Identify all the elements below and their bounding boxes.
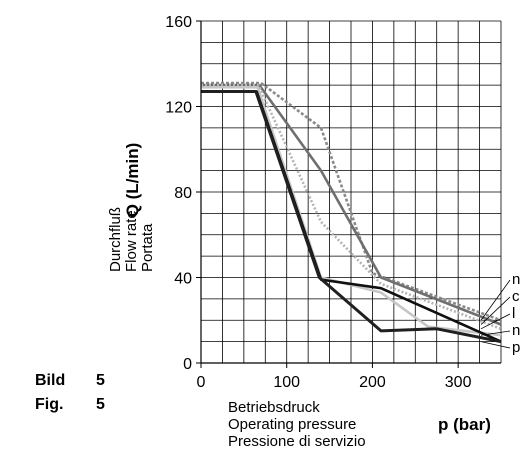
y-tick-label: 120 — [165, 100, 192, 117]
series-line — [201, 83, 502, 326]
legend-label: n — [512, 322, 520, 339]
x-tick-label: 300 — [445, 374, 472, 391]
legend-leader-line — [480, 296, 511, 325]
y-axis-title: Q (L/min) — [123, 143, 142, 218]
legend-label: p — [512, 339, 520, 356]
chart-grid — [201, 20, 502, 363]
legend-label: l — [512, 305, 515, 322]
figure-number-en: 5 — [96, 396, 105, 413]
figure-label-de: Bild — [35, 372, 65, 389]
figure-label-en: Fig. — [35, 396, 63, 413]
chart-series — [201, 81, 502, 344]
y-tick-label: 80 — [174, 185, 192, 202]
y-tick-label: 40 — [174, 271, 192, 288]
figure-label-en-word: Fig. — [35, 396, 63, 413]
x-axis-sublabel-de: Betriebsdruck — [228, 399, 320, 416]
series-line — [201, 81, 502, 322]
legend-leader-line — [480, 341, 511, 349]
y-axis-sublabel-it: Portata — [139, 223, 156, 272]
x-axis-sublabel-en: Operating pressure — [228, 416, 356, 433]
legend-label: c — [512, 288, 520, 305]
legend-label: n — [512, 271, 520, 288]
legend-leader-line — [480, 279, 511, 321]
y-axis-sublabel-de: Durchfluß — [107, 207, 124, 272]
y-axis-sublabel-en: Flow rate — [123, 210, 140, 272]
series-line — [201, 83, 502, 331]
y-tick-label: 160 — [165, 14, 192, 31]
figure-label-de-word: Bild — [35, 372, 65, 389]
x-axis-sublabel-it: Pressione di servizio — [228, 433, 366, 450]
x-tick-label: 100 — [273, 374, 300, 391]
figure-number-de: 5 — [96, 372, 105, 389]
x-tick-label: 0 — [197, 374, 206, 391]
chart-ticks: 0 40 80 120 160 0 100 200 300 — [165, 14, 471, 391]
y-tick-label: 0 — [183, 356, 192, 373]
x-axis-title: p (bar) — [438, 415, 491, 434]
x-tick-label: 200 — [359, 374, 386, 391]
series-line — [201, 90, 502, 344]
legend-leader-line — [480, 313, 511, 330]
legend-leader-line — [480, 330, 511, 336]
